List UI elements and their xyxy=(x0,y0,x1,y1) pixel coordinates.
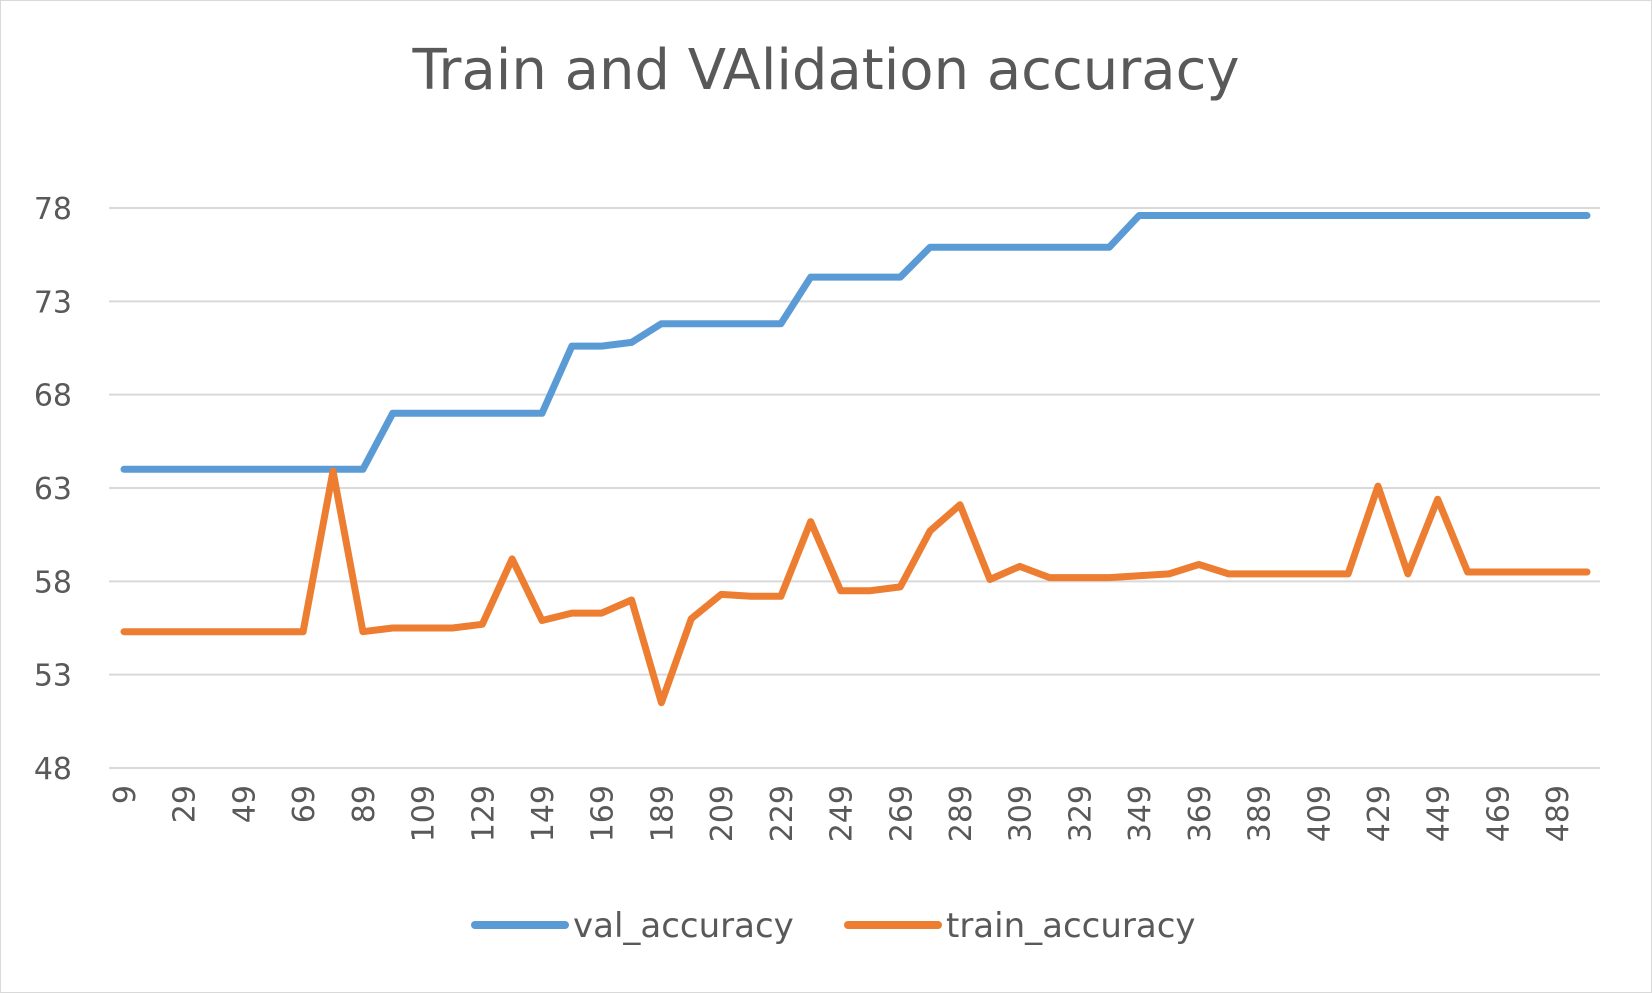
x-tick-label: 9 xyxy=(108,785,143,804)
x-tick-label: 109 xyxy=(407,785,442,842)
y-tick-label: 68 xyxy=(34,379,72,414)
x-tick-label: 169 xyxy=(586,785,621,842)
x-tick-label: 469 xyxy=(1481,785,1516,842)
x-tick-label: 69 xyxy=(287,785,322,823)
y-tick-label: 48 xyxy=(34,752,72,787)
legend-label-train-accuracy: train_accuracy xyxy=(946,906,1196,946)
x-tick-label: 29 xyxy=(168,785,203,823)
x-tick-label: 289 xyxy=(944,785,979,842)
x-tick-label: 309 xyxy=(1004,785,1039,842)
x-tick-label: 389 xyxy=(1243,785,1278,842)
y-axis-ticks: 48 53 58 63 68 73 78 xyxy=(34,192,72,787)
x-tick-label: 429 xyxy=(1362,785,1397,842)
legend: val_accuracy train_accuracy xyxy=(471,906,1196,946)
series-line-val-accuracy xyxy=(120,212,1591,473)
x-tick-label: 349 xyxy=(1123,785,1158,842)
legend-label-val-accuracy: val_accuracy xyxy=(573,906,794,946)
x-tick-label: 369 xyxy=(1183,785,1218,842)
series-line-train-accuracy xyxy=(120,467,1591,707)
x-tick-label: 189 xyxy=(645,785,680,842)
y-tick-label: 78 xyxy=(34,192,72,227)
series-lines xyxy=(120,212,1591,707)
y-tick-label: 58 xyxy=(34,565,72,600)
x-tick-label: 149 xyxy=(526,785,561,842)
x-tick-label: 209 xyxy=(705,785,740,842)
x-tick-label: 449 xyxy=(1422,785,1457,842)
x-tick-label: 89 xyxy=(347,785,382,823)
x-tick-label: 49 xyxy=(227,785,262,823)
x-tick-label: 329 xyxy=(1063,785,1098,842)
x-tick-label: 229 xyxy=(765,785,800,842)
y-tick-label: 63 xyxy=(34,472,72,507)
x-tick-label: 129 xyxy=(466,785,501,842)
gridlines xyxy=(109,207,1600,769)
y-tick-label: 73 xyxy=(34,285,72,320)
x-tick-label: 409 xyxy=(1302,785,1337,842)
chart-title: Train and VAlidation accuracy xyxy=(412,38,1240,103)
x-tick-label: 269 xyxy=(884,785,919,842)
y-tick-label: 53 xyxy=(34,659,72,694)
x-tick-label: 489 xyxy=(1541,785,1576,842)
x-axis-ticks: 9 29 49 69 89 109 129 149 169 189 209 229 249 269 289 3… xyxy=(108,785,1576,842)
x-tick-label: 249 xyxy=(825,785,860,842)
